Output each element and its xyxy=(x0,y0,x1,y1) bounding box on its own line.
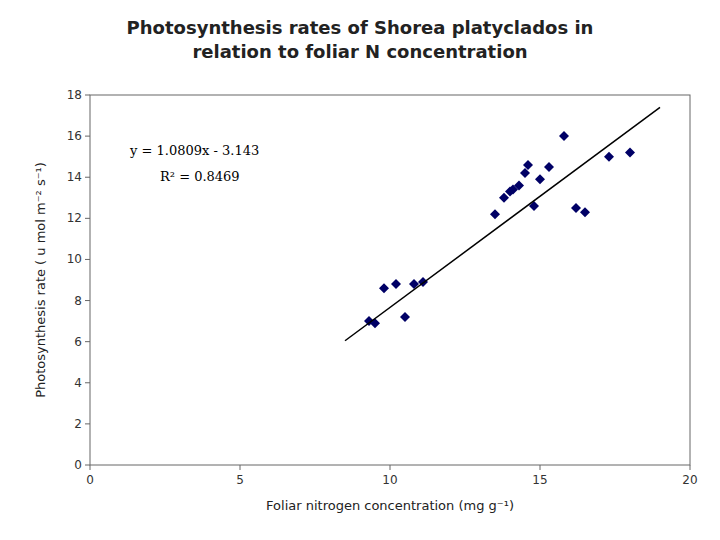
y-tick-label: 12 xyxy=(67,211,82,225)
y-tick xyxy=(85,95,90,96)
point xyxy=(604,152,614,162)
point xyxy=(535,174,545,184)
title: Photosynthesis rates of Shorea platyclad… xyxy=(127,17,594,62)
x-tick xyxy=(240,465,241,470)
y-tick xyxy=(85,382,90,383)
x-tick-label: 15 xyxy=(532,473,547,487)
point xyxy=(559,131,569,141)
x-tick-label: 5 xyxy=(236,473,244,487)
y-tick xyxy=(85,300,90,301)
y-tick-label: 14 xyxy=(67,170,82,184)
y-tick xyxy=(85,341,90,342)
x-tick xyxy=(390,465,391,470)
x-tick xyxy=(690,465,691,470)
y-tick-label: 8 xyxy=(74,294,82,308)
y-tick xyxy=(85,465,90,466)
point xyxy=(379,283,389,293)
plot-frame xyxy=(90,95,690,465)
annotation: y = 1.0809x - 3.143 xyxy=(129,143,259,158)
title-line: relation to foliar N concentration xyxy=(192,41,527,62)
x-tick xyxy=(90,465,91,470)
point xyxy=(490,209,500,219)
x-tick-label: 10 xyxy=(382,473,397,487)
point xyxy=(571,203,581,213)
point xyxy=(520,168,530,178)
chart: Photosynthesis rates of Shorea platyclad… xyxy=(0,0,720,540)
point xyxy=(370,318,380,328)
point xyxy=(499,193,509,203)
point xyxy=(391,279,401,289)
y-tick xyxy=(85,259,90,260)
y-tick-label: 18 xyxy=(67,88,82,102)
y-tick xyxy=(85,177,90,178)
regression-line xyxy=(345,107,660,340)
x-axis-label: Foliar nitrogen concentration (mg g⁻¹) xyxy=(266,498,514,513)
y-axis-label: Photosynthesis rate ( u mol m⁻² s⁻¹) xyxy=(33,162,48,398)
point xyxy=(544,162,554,172)
x-tick xyxy=(540,465,541,470)
plot-data xyxy=(345,107,660,340)
y-tick-label: 10 xyxy=(67,252,82,266)
y-tick xyxy=(85,218,90,219)
y-tick-label: 16 xyxy=(67,129,82,143)
point xyxy=(580,207,590,217)
point xyxy=(400,312,410,322)
y-tick-label: 6 xyxy=(74,335,82,349)
point xyxy=(514,180,524,190)
annotation: R² = 0.8469 xyxy=(160,169,240,184)
y-tick xyxy=(85,136,90,137)
y-tick-label: 0 xyxy=(74,458,82,472)
y-tick-label: 4 xyxy=(74,376,82,390)
y-tick xyxy=(85,423,90,424)
title-line: Photosynthesis rates of Shorea platyclad… xyxy=(127,17,594,38)
x-tick-label: 0 xyxy=(86,473,94,487)
point xyxy=(625,148,635,158)
point xyxy=(523,160,533,170)
y-tick-label: 2 xyxy=(74,417,82,431)
x-tick-label: 20 xyxy=(682,473,697,487)
